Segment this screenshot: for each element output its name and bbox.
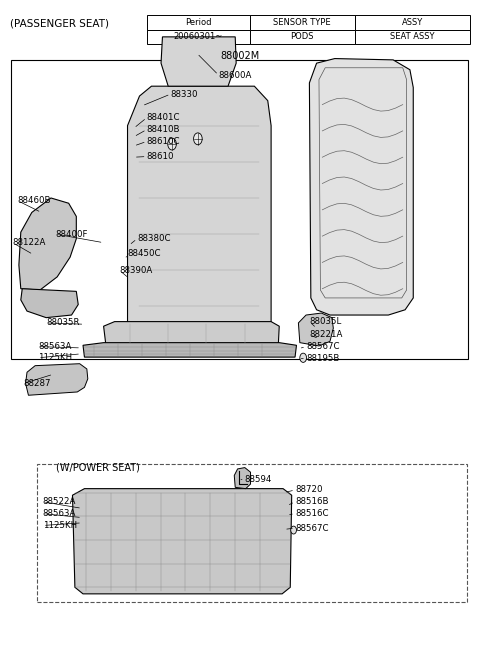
Text: 88567C: 88567C [306,342,339,351]
Circle shape [291,526,297,534]
Text: 88563A: 88563A [38,342,72,351]
Circle shape [300,353,307,362]
Polygon shape [161,37,236,86]
Polygon shape [83,343,297,357]
Text: 88035R: 88035R [46,318,80,328]
Text: 88522A: 88522A [43,498,76,506]
Text: 20060301~: 20060301~ [173,32,223,42]
Text: 88610C: 88610C [147,137,180,146]
Text: 88221A: 88221A [310,330,343,339]
Text: 88195B: 88195B [306,354,339,363]
Bar [147,30,250,44]
Bar [11,60,468,359]
Text: PODS: PODS [290,32,314,42]
Text: 88516C: 88516C [295,509,328,518]
Text: 88035L: 88035L [310,317,342,326]
Text: 88450C: 88450C [128,249,161,258]
Text: 88400F: 88400F [56,229,88,239]
Bar [147,15,250,30]
Polygon shape [19,198,76,290]
Text: 88002M: 88002M [220,51,260,61]
Text: 88410B: 88410B [147,125,180,134]
Text: 88287: 88287 [24,379,51,388]
Bar [355,15,470,30]
Polygon shape [128,86,271,324]
Polygon shape [104,322,279,346]
Text: SENSOR TYPE: SENSOR TYPE [274,18,331,27]
Text: (PASSENGER SEAT): (PASSENGER SEAT) [10,18,109,28]
Bar [250,30,355,44]
Polygon shape [234,468,251,488]
Text: SEAT ASSY: SEAT ASSY [390,32,434,42]
Bar [36,465,468,602]
Text: 88563A: 88563A [43,509,76,518]
Text: 88460B: 88460B [17,196,51,205]
Polygon shape [299,313,333,346]
Text: (W/POWER SEAT): (W/POWER SEAT) [56,463,140,473]
Polygon shape [25,364,88,395]
Text: 88610: 88610 [147,152,174,161]
Text: 88330: 88330 [170,90,198,99]
Circle shape [168,138,176,150]
Text: 88720: 88720 [295,486,323,494]
Circle shape [193,133,202,145]
Text: 1125KH: 1125KH [38,353,72,362]
Bar [250,15,355,30]
Text: 88122A: 88122A [12,238,46,247]
Text: 88567C: 88567C [295,524,328,532]
Text: 88516B: 88516B [295,498,328,506]
Text: ASSY: ASSY [402,18,423,27]
Text: 88390A: 88390A [120,266,153,275]
Text: 88380C: 88380C [137,234,170,243]
Text: 1125KH: 1125KH [43,521,77,530]
Polygon shape [310,59,413,315]
Bar [355,30,470,44]
Polygon shape [72,488,292,594]
Text: 88600A: 88600A [218,71,252,80]
Text: 88401C: 88401C [147,113,180,123]
Text: Period: Period [185,18,211,27]
Polygon shape [21,289,78,318]
Text: 88594: 88594 [245,475,272,484]
